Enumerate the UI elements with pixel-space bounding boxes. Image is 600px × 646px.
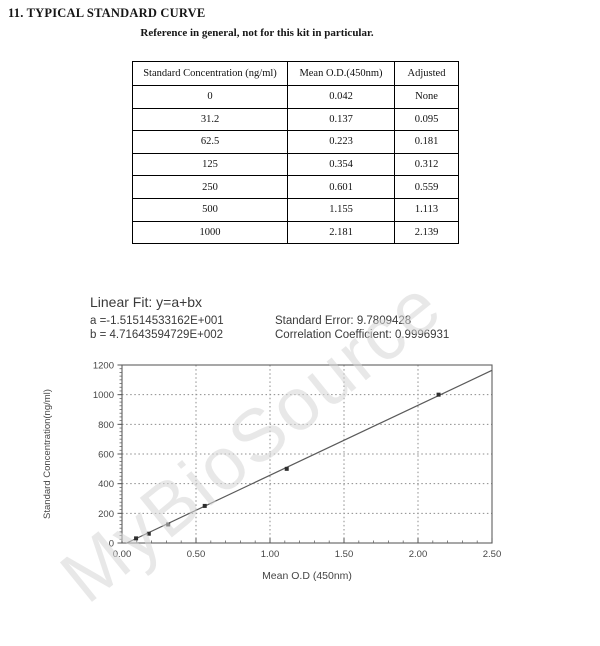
table-row: 0 0.042 None bbox=[132, 85, 459, 109]
x-tick-label: 2.00 bbox=[409, 549, 428, 560]
table-row: 500 1.155 1.113 bbox=[132, 197, 459, 222]
table-cell: None bbox=[394, 85, 459, 109]
table-cell: 0.042 bbox=[287, 85, 395, 109]
table-cell: 0 bbox=[132, 85, 288, 109]
fit-coefficient-b: b = 4.71643594729E+002 bbox=[90, 329, 224, 341]
x-axis-label: Mean O.D (450nm) bbox=[262, 570, 352, 582]
x-tick-label: 2.50 bbox=[483, 549, 502, 560]
x-tick-label: 1.00 bbox=[261, 549, 280, 560]
table-row: 125 0.354 0.312 bbox=[132, 152, 459, 177]
table-cell: 62.5 bbox=[132, 130, 288, 154]
regression-line bbox=[126, 369, 493, 544]
table-cell: 0.223 bbox=[287, 130, 395, 154]
table-cell: 250 bbox=[132, 175, 288, 199]
standard-table: Standard Concentration (ng/ml) Mean O.D.(… bbox=[132, 61, 459, 245]
table-header-row: Standard Concentration (ng/ml) Mean O.D.(… bbox=[132, 61, 459, 86]
column-header: Standard Concentration (ng/ml) bbox=[132, 61, 288, 86]
fit-coefficient-a: a =-1.51514533162E+001 bbox=[90, 315, 224, 327]
table-row: 62.5 0.223 0.181 bbox=[132, 130, 459, 154]
y-tick-label: 0 bbox=[109, 539, 114, 550]
table-cell: 1000 bbox=[132, 220, 288, 245]
table-row: 250 0.601 0.559 bbox=[132, 175, 459, 199]
data-point-marker bbox=[146, 531, 151, 536]
linear-fit-title: Linear Fit: y=a+bx bbox=[90, 294, 203, 310]
x-tick-label: 0.50 bbox=[187, 549, 206, 560]
table-cell: 0.312 bbox=[394, 152, 459, 177]
table-cell: 0.601 bbox=[287, 175, 395, 199]
y-tick-label: 800 bbox=[98, 420, 114, 431]
table-cell: 1.155 bbox=[287, 197, 395, 222]
y-axis-label: Standard Concentration(ng/ml) bbox=[42, 389, 53, 519]
fit-correlation-coefficient: Correlation Coefficient: 0.9996931 bbox=[275, 329, 450, 341]
x-tick-label: 0.00 bbox=[113, 549, 132, 560]
data-point-marker bbox=[134, 536, 139, 541]
data-point-marker bbox=[436, 392, 441, 397]
column-header: Adjusted bbox=[394, 61, 459, 86]
table-cell: 0.559 bbox=[394, 175, 459, 199]
table-cell: 500 bbox=[132, 197, 288, 222]
y-tick-label: 1000 bbox=[93, 390, 114, 401]
column-header: Mean O.D.(450nm) bbox=[287, 61, 395, 86]
table-cell: 2.139 bbox=[394, 220, 459, 245]
y-tick-label: 400 bbox=[98, 479, 114, 490]
x-tick-label: 1.50 bbox=[335, 549, 354, 560]
data-point-marker bbox=[202, 503, 207, 508]
table-cell: 2.181 bbox=[287, 220, 395, 245]
y-tick-label: 1200 bbox=[93, 361, 114, 372]
table-cell: 0.181 bbox=[394, 130, 459, 154]
table-cell: 0.095 bbox=[394, 107, 459, 132]
data-point-marker bbox=[284, 466, 289, 471]
table-cell: 0.137 bbox=[287, 107, 395, 132]
table-row: 31.2 0.137 0.095 bbox=[132, 107, 459, 132]
page-title: 11. TYPICAL STANDARD CURVE bbox=[8, 6, 206, 20]
table-cell: 31.2 bbox=[132, 107, 288, 132]
data-point-marker bbox=[166, 522, 171, 527]
table-row: 1000 2.181 2.139 bbox=[132, 220, 459, 245]
y-tick-label: 600 bbox=[98, 450, 114, 461]
table-cell: 1.113 bbox=[394, 197, 459, 222]
fit-standard-error: Standard Error: 9.7809428 bbox=[275, 315, 412, 327]
table-cell: 125 bbox=[132, 152, 288, 177]
table-cell: 0.354 bbox=[287, 152, 395, 177]
standard-curve-chart: 0.00 0.50 1.00 1.50 2.00 2.50 0 200 400 600 800 100… bbox=[42, 361, 502, 583]
page-subtitle: Reference in general, not for this kit i… bbox=[140, 27, 374, 39]
y-tick-label: 200 bbox=[98, 509, 114, 520]
